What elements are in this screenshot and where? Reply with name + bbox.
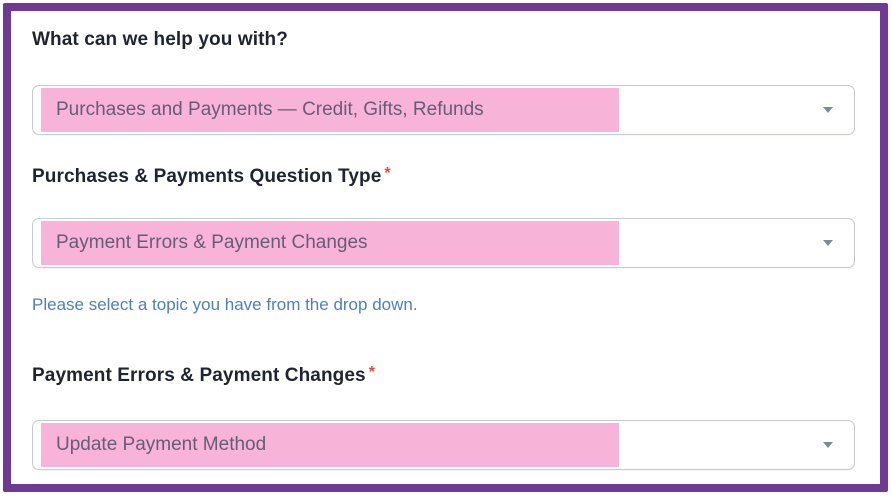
support-form: What can we help you with? Purchases and… [11,11,880,487]
screenshot-purple-frame: What can we help you with? Purchases and… [3,3,888,492]
field-label-payment-changes: Payment Errors & Payment Changes * [32,364,859,389]
caret-down-icon [823,442,833,448]
required-asterisk: * [368,364,376,381]
dropdown-help-topic[interactable]: Purchases and Payments — Credit, Gifts, … [32,85,855,135]
caret-down-icon [823,240,833,246]
selected-value-highlight: Purchases and Payments — Credit, Gifts, … [41,88,619,132]
field-label-question-type: Purchases & Payments Question Type * [32,165,859,190]
dropdown-question-type[interactable]: Payment Errors & Payment Changes [32,218,855,268]
helper-text: Please select a topic you have from the … [32,295,418,314]
required-asterisk: * [384,165,391,182]
selected-value-highlight: Update Payment Method [41,423,619,467]
caret-down-icon [823,107,833,113]
field-label-text: Payment Errors & Payment Changes [32,365,366,386]
field-label-text: Purchases & Payments Question Type [32,166,382,187]
selected-value-highlight: Payment Errors & Payment Changes [41,221,619,265]
field-label-text: What can we help you with? [32,29,288,50]
field-label-help-topic: What can we help you with? [32,28,859,52]
dropdown-payment-changes[interactable]: Update Payment Method [32,420,855,470]
